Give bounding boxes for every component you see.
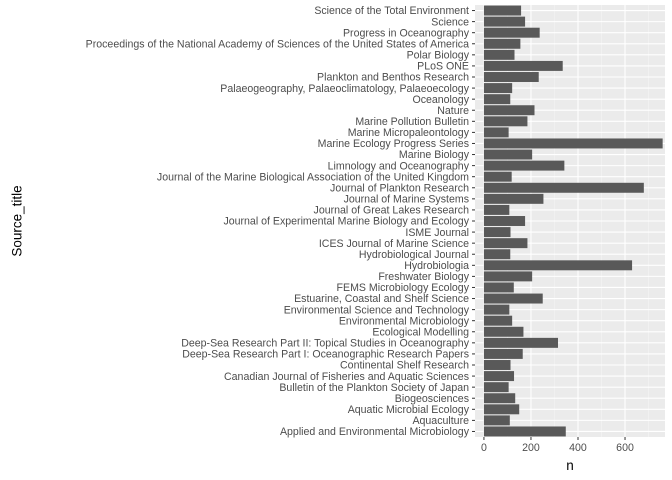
bar [483, 382, 509, 393]
bar [483, 393, 516, 404]
y-tick-label: Hydrobiologia [404, 260, 469, 272]
bar [483, 371, 515, 382]
bar [483, 160, 565, 171]
bar [483, 348, 523, 359]
bar [483, 105, 535, 116]
y-tick-label: Deep-Sea Research Part I: Oceanographic … [182, 349, 469, 361]
y-tick-label: FEMS Microbiology Ecology [337, 282, 470, 294]
y-tick-label: Journal of Plankton Research [330, 182, 469, 194]
bar [483, 415, 510, 426]
bar [483, 315, 513, 326]
x-tick-label: 0 [481, 442, 487, 454]
y-tick-label: Marine Pollution Bulletin [355, 116, 469, 128]
y-tick-label: Science of the Total Environment [314, 5, 469, 17]
y-axis-ticks: Applied and Environmental MicrobiologyAq… [86, 5, 475, 438]
y-tick-label: Marine Biology [399, 149, 470, 161]
bar [483, 282, 514, 293]
x-axis-title: n [566, 458, 574, 473]
bar [483, 182, 644, 193]
y-tick-label: Deep-Sea Research Part II: Topical Studi… [181, 338, 469, 350]
bar [483, 238, 528, 249]
bar [483, 227, 511, 238]
x-tick-label: 600 [616, 442, 634, 454]
y-tick-label: Science [431, 16, 469, 28]
y-tick-label: Limnology and Oceanography [328, 160, 470, 172]
y-tick-label: Journal of the Marine Biological Associa… [157, 171, 469, 183]
x-axis-ticks: 0 200 400 600 [481, 437, 634, 454]
y-tick-label: Ecological Modelling [372, 326, 469, 338]
y-tick-label: Applied and Environmental Microbiology [280, 426, 470, 438]
bar [483, 171, 512, 182]
bar [483, 83, 513, 94]
y-tick-label: Biogeosciences [395, 393, 469, 405]
bar [483, 304, 510, 315]
y-tick-label: Estuarine, Coastal and Shelf Science [294, 293, 469, 305]
y-tick-label: Aquaculture [412, 415, 469, 427]
x-tick-label: 200 [522, 442, 540, 454]
bar [483, 204, 510, 215]
bar [483, 27, 540, 38]
bar [483, 60, 563, 71]
y-tick-label: Nature [437, 105, 469, 117]
y-tick-label: Plankton and Benthos Research [317, 72, 469, 84]
y-tick-label: Environmental Science and Technology [284, 304, 470, 316]
bar [483, 326, 524, 337]
y-tick-label: Oceanology [412, 94, 469, 106]
bar [483, 249, 511, 260]
bar [483, 138, 663, 149]
y-tick-label: Canadian Journal of Fisheries and Aquati… [224, 371, 469, 383]
bar [483, 94, 511, 105]
bar [483, 216, 526, 226]
bar [483, 127, 509, 138]
y-tick-label: Environmental Microbiology [339, 315, 470, 327]
y-tick-label: Freshwater Biology [378, 271, 469, 283]
bar [483, 49, 515, 60]
y-tick-label: Proceedings of the National Academy of S… [86, 38, 469, 50]
bar [483, 193, 544, 204]
y-tick-label: Journal of Experimental Marine Biology a… [223, 216, 469, 228]
y-tick-label: PLoS ONE [417, 61, 469, 73]
y-tick-label: ISME Journal [405, 227, 469, 239]
bar [483, 5, 522, 16]
y-tick-label: ICES Journal of Marine Science [319, 238, 469, 250]
bar [483, 116, 528, 127]
y-tick-label: Marine Micropaleontology [348, 127, 470, 139]
bar [483, 260, 633, 271]
bar [483, 293, 543, 304]
bar [483, 426, 566, 437]
y-tick-label: Marine Ecology Progress Series [318, 138, 469, 150]
bar [483, 360, 511, 370]
y-tick-label: Journal of Marine Systems [344, 194, 469, 206]
y-tick-label: Bulletin of the Plankton Society of Japa… [279, 382, 469, 394]
bar [483, 16, 526, 27]
bar [483, 271, 533, 282]
y-tick-label: Aquatic Microbial Ecology [348, 404, 470, 416]
y-axis-title: Source_title [10, 185, 25, 256]
bars [483, 5, 663, 437]
y-tick-label: Hydrobiological Journal [359, 249, 469, 261]
x-tick-label: 400 [569, 442, 587, 454]
y-tick-label: Journal of Great Lakes Research [314, 205, 470, 217]
y-tick-label: Palaeogeography, Palaeoclimatology, Pala… [220, 83, 469, 95]
bar [483, 38, 521, 49]
y-tick-label: Continental Shelf Research [340, 360, 469, 372]
y-tick-label: Progress in Oceanography [343, 27, 470, 39]
bar [483, 72, 539, 82]
bar [483, 149, 533, 160]
y-tick-label: Polar Biology [407, 50, 470, 62]
bar [483, 404, 520, 415]
bar [483, 337, 559, 348]
